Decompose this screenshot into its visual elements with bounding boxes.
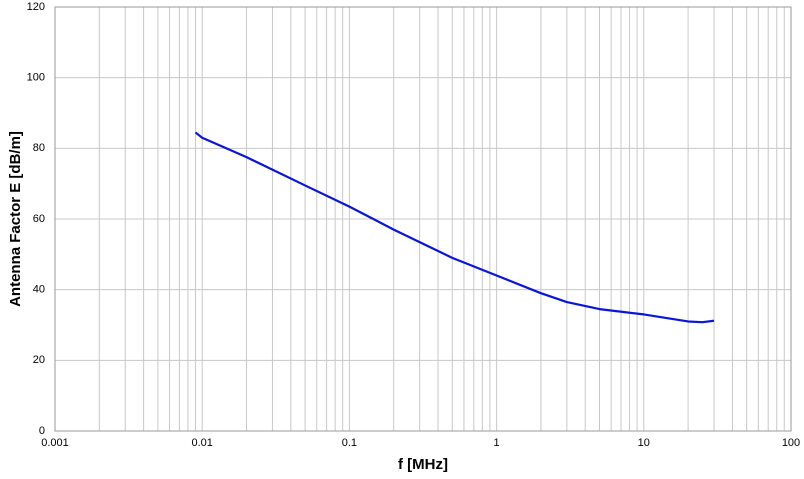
x-tick-label: 1 [494,437,500,449]
x-tick-label: 0.1 [342,437,357,449]
plot-frame [54,6,792,432]
y-tick-label: 80 [33,142,45,154]
x-tick-label: 0.01 [191,437,212,449]
x-tick-label: 10 [638,437,650,449]
x-tick-label: 100 [782,437,800,449]
x-axis-title: f [MHz] [398,456,448,473]
y-tick-label: 60 [33,213,45,225]
y-tick-label: 20 [33,354,45,366]
y-tick-label: 0 [39,425,45,437]
y-axis-title: Antenna Factor E [dB/m] [7,131,24,307]
data-line [194,131,715,324]
y-tick-label: 120 [27,1,45,13]
y-tick-label: 100 [27,72,45,84]
x-tick-label: 0.001 [41,437,69,449]
y-tick-label: 40 [33,284,45,296]
